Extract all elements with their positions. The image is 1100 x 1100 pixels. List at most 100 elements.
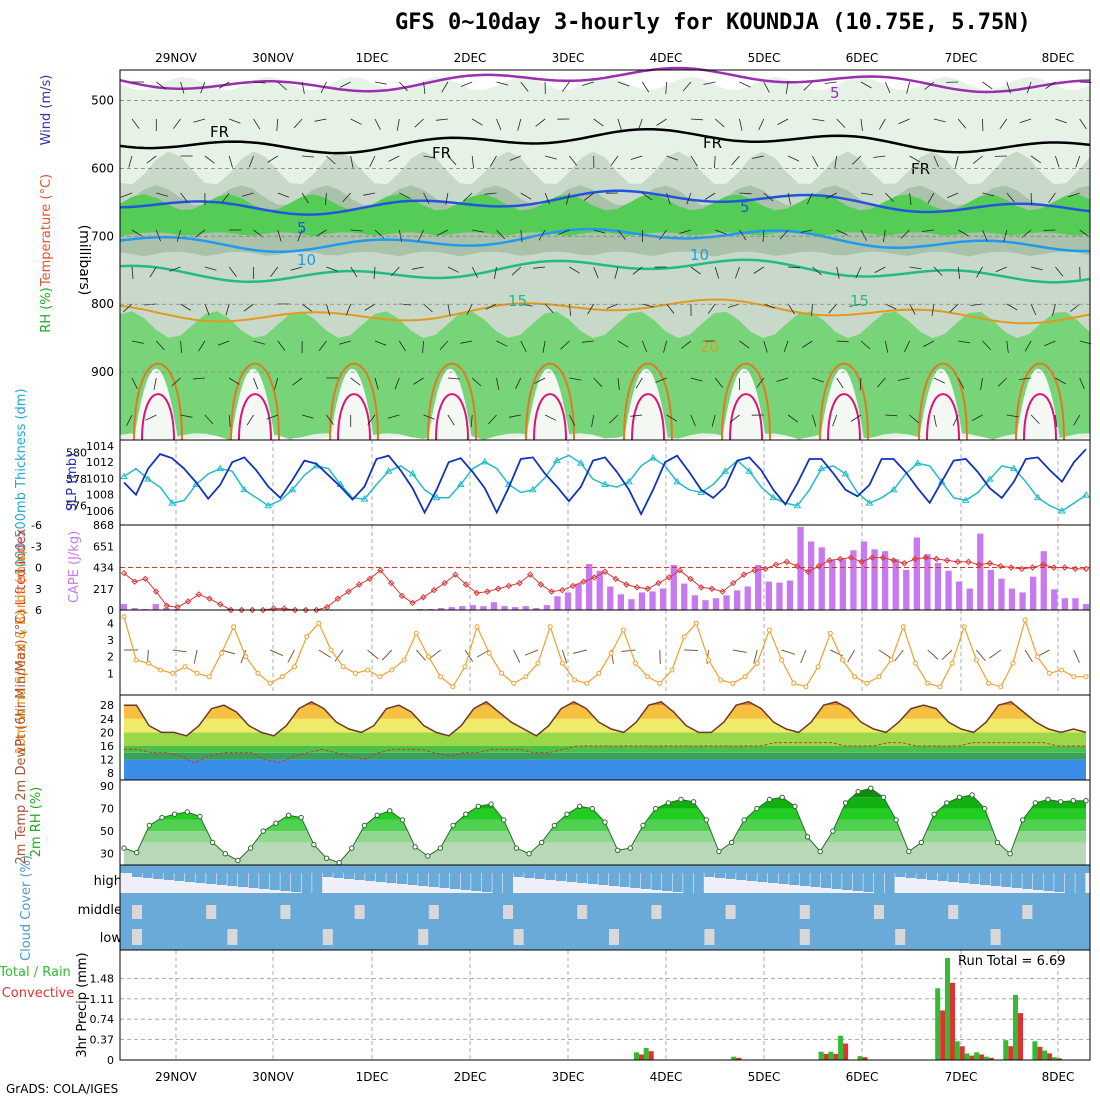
series-thickness <box>123 454 1087 512</box>
precip-convective-bar <box>648 1051 654 1060</box>
wind-barb <box>684 649 699 651</box>
cloud-high-bar <box>693 873 704 894</box>
wind-barb <box>885 303 897 310</box>
cape-bar <box>1019 592 1026 610</box>
isotherm-value: FR <box>432 144 451 162</box>
wind-barb <box>253 118 261 130</box>
rh-plume <box>526 368 570 440</box>
wind-barb <box>1045 81 1056 90</box>
wind-barb <box>958 340 971 344</box>
isotherm-arc-inner <box>827 393 861 441</box>
rh-marker <box>779 794 785 800</box>
wind-barb <box>812 414 817 427</box>
cape-bar <box>638 592 646 610</box>
cloud-high-bar <box>216 873 227 885</box>
rh-marker <box>906 848 912 855</box>
wind-barb <box>439 340 449 351</box>
wind-barb <box>999 118 1008 130</box>
thickness-tick: 580 <box>66 447 87 460</box>
wind-barb <box>970 303 983 306</box>
cloud-high-bar <box>948 873 959 882</box>
wind-barb <box>682 81 692 92</box>
cloud-high-bar <box>768 873 778 883</box>
wind-barb <box>253 81 266 84</box>
thickness-marker <box>384 467 393 474</box>
wind-barb <box>666 192 671 205</box>
wind-barb <box>763 81 770 93</box>
cloud-high-bar <box>725 873 736 879</box>
wind-barb <box>933 266 943 276</box>
li-marker <box>997 562 1004 570</box>
wind-barb <box>1006 81 1011 94</box>
cape-bar <box>1008 588 1016 610</box>
wind-barb <box>836 340 849 343</box>
cape-tick: 434 <box>93 562 114 575</box>
wind-marker <box>596 670 602 676</box>
wind-barb <box>617 81 630 87</box>
li-marker <box>227 606 235 614</box>
li-marker <box>762 565 769 573</box>
wind-barb <box>387 414 400 419</box>
wind-barb <box>193 118 206 123</box>
wind-barb <box>302 155 315 158</box>
rh-marker <box>273 820 279 826</box>
li-marker <box>163 602 170 609</box>
wind-barb <box>463 192 473 202</box>
wind-marker <box>401 657 407 663</box>
li-marker <box>783 558 790 566</box>
wind-barb <box>1079 377 1085 390</box>
wind-marker <box>1034 654 1040 660</box>
li-marker <box>794 562 801 570</box>
li-marker <box>537 581 545 588</box>
rh-marker <box>285 812 292 818</box>
cape-bar <box>522 606 529 610</box>
cape-bar <box>723 595 730 610</box>
wind-barb <box>494 266 497 279</box>
wind-barb <box>218 81 230 89</box>
wind-barb <box>707 303 716 314</box>
thickness-marker <box>577 459 585 466</box>
panel-axis-title: Lifted Index <box>14 528 29 605</box>
date-label-bottom: 5DEC <box>748 1070 781 1084</box>
wind-barb <box>739 340 750 349</box>
wind-barb <box>1003 229 1008 242</box>
wind-barb <box>824 81 837 84</box>
wind-barb <box>198 340 206 352</box>
series-temp <box>124 700 1087 737</box>
wind-barb <box>180 303 192 311</box>
rh-marker <box>716 848 722 855</box>
cape-bar <box>501 606 508 610</box>
thickness-marker <box>961 496 970 503</box>
wind-barb <box>703 81 716 85</box>
wind-barb <box>971 414 983 421</box>
thickness-marker <box>1034 493 1042 501</box>
wind-barb <box>301 414 314 419</box>
wind-barb <box>496 81 509 86</box>
wind-marker <box>888 657 894 663</box>
wind-marker <box>218 650 224 656</box>
wind-barb <box>906 81 910 94</box>
wind-marker <box>1083 674 1089 680</box>
wind-barb <box>315 229 327 237</box>
li-marker <box>377 567 384 574</box>
wind-barb <box>517 118 522 131</box>
wind-barb <box>246 414 254 426</box>
cloud-high-bar <box>312 873 323 894</box>
cloud-high-bar <box>280 873 291 891</box>
cloud-high-bar <box>619 873 630 887</box>
cloud-high-bar <box>142 873 153 878</box>
wind-barb <box>642 192 653 201</box>
rh-marker <box>298 814 304 821</box>
wind-barb <box>954 155 959 168</box>
cloud-high-bar <box>789 873 800 885</box>
wind-barb <box>149 266 157 278</box>
cloud-high-bar <box>746 873 757 881</box>
li-marker <box>943 557 951 564</box>
wind-barb <box>561 81 570 92</box>
wind-barb <box>350 118 362 125</box>
cloud-high-bar <box>821 873 831 888</box>
cloud-high-bar <box>354 873 365 880</box>
cape-bar <box>797 526 804 610</box>
rh-marker <box>197 813 203 820</box>
cloud-high-bar <box>799 873 810 886</box>
